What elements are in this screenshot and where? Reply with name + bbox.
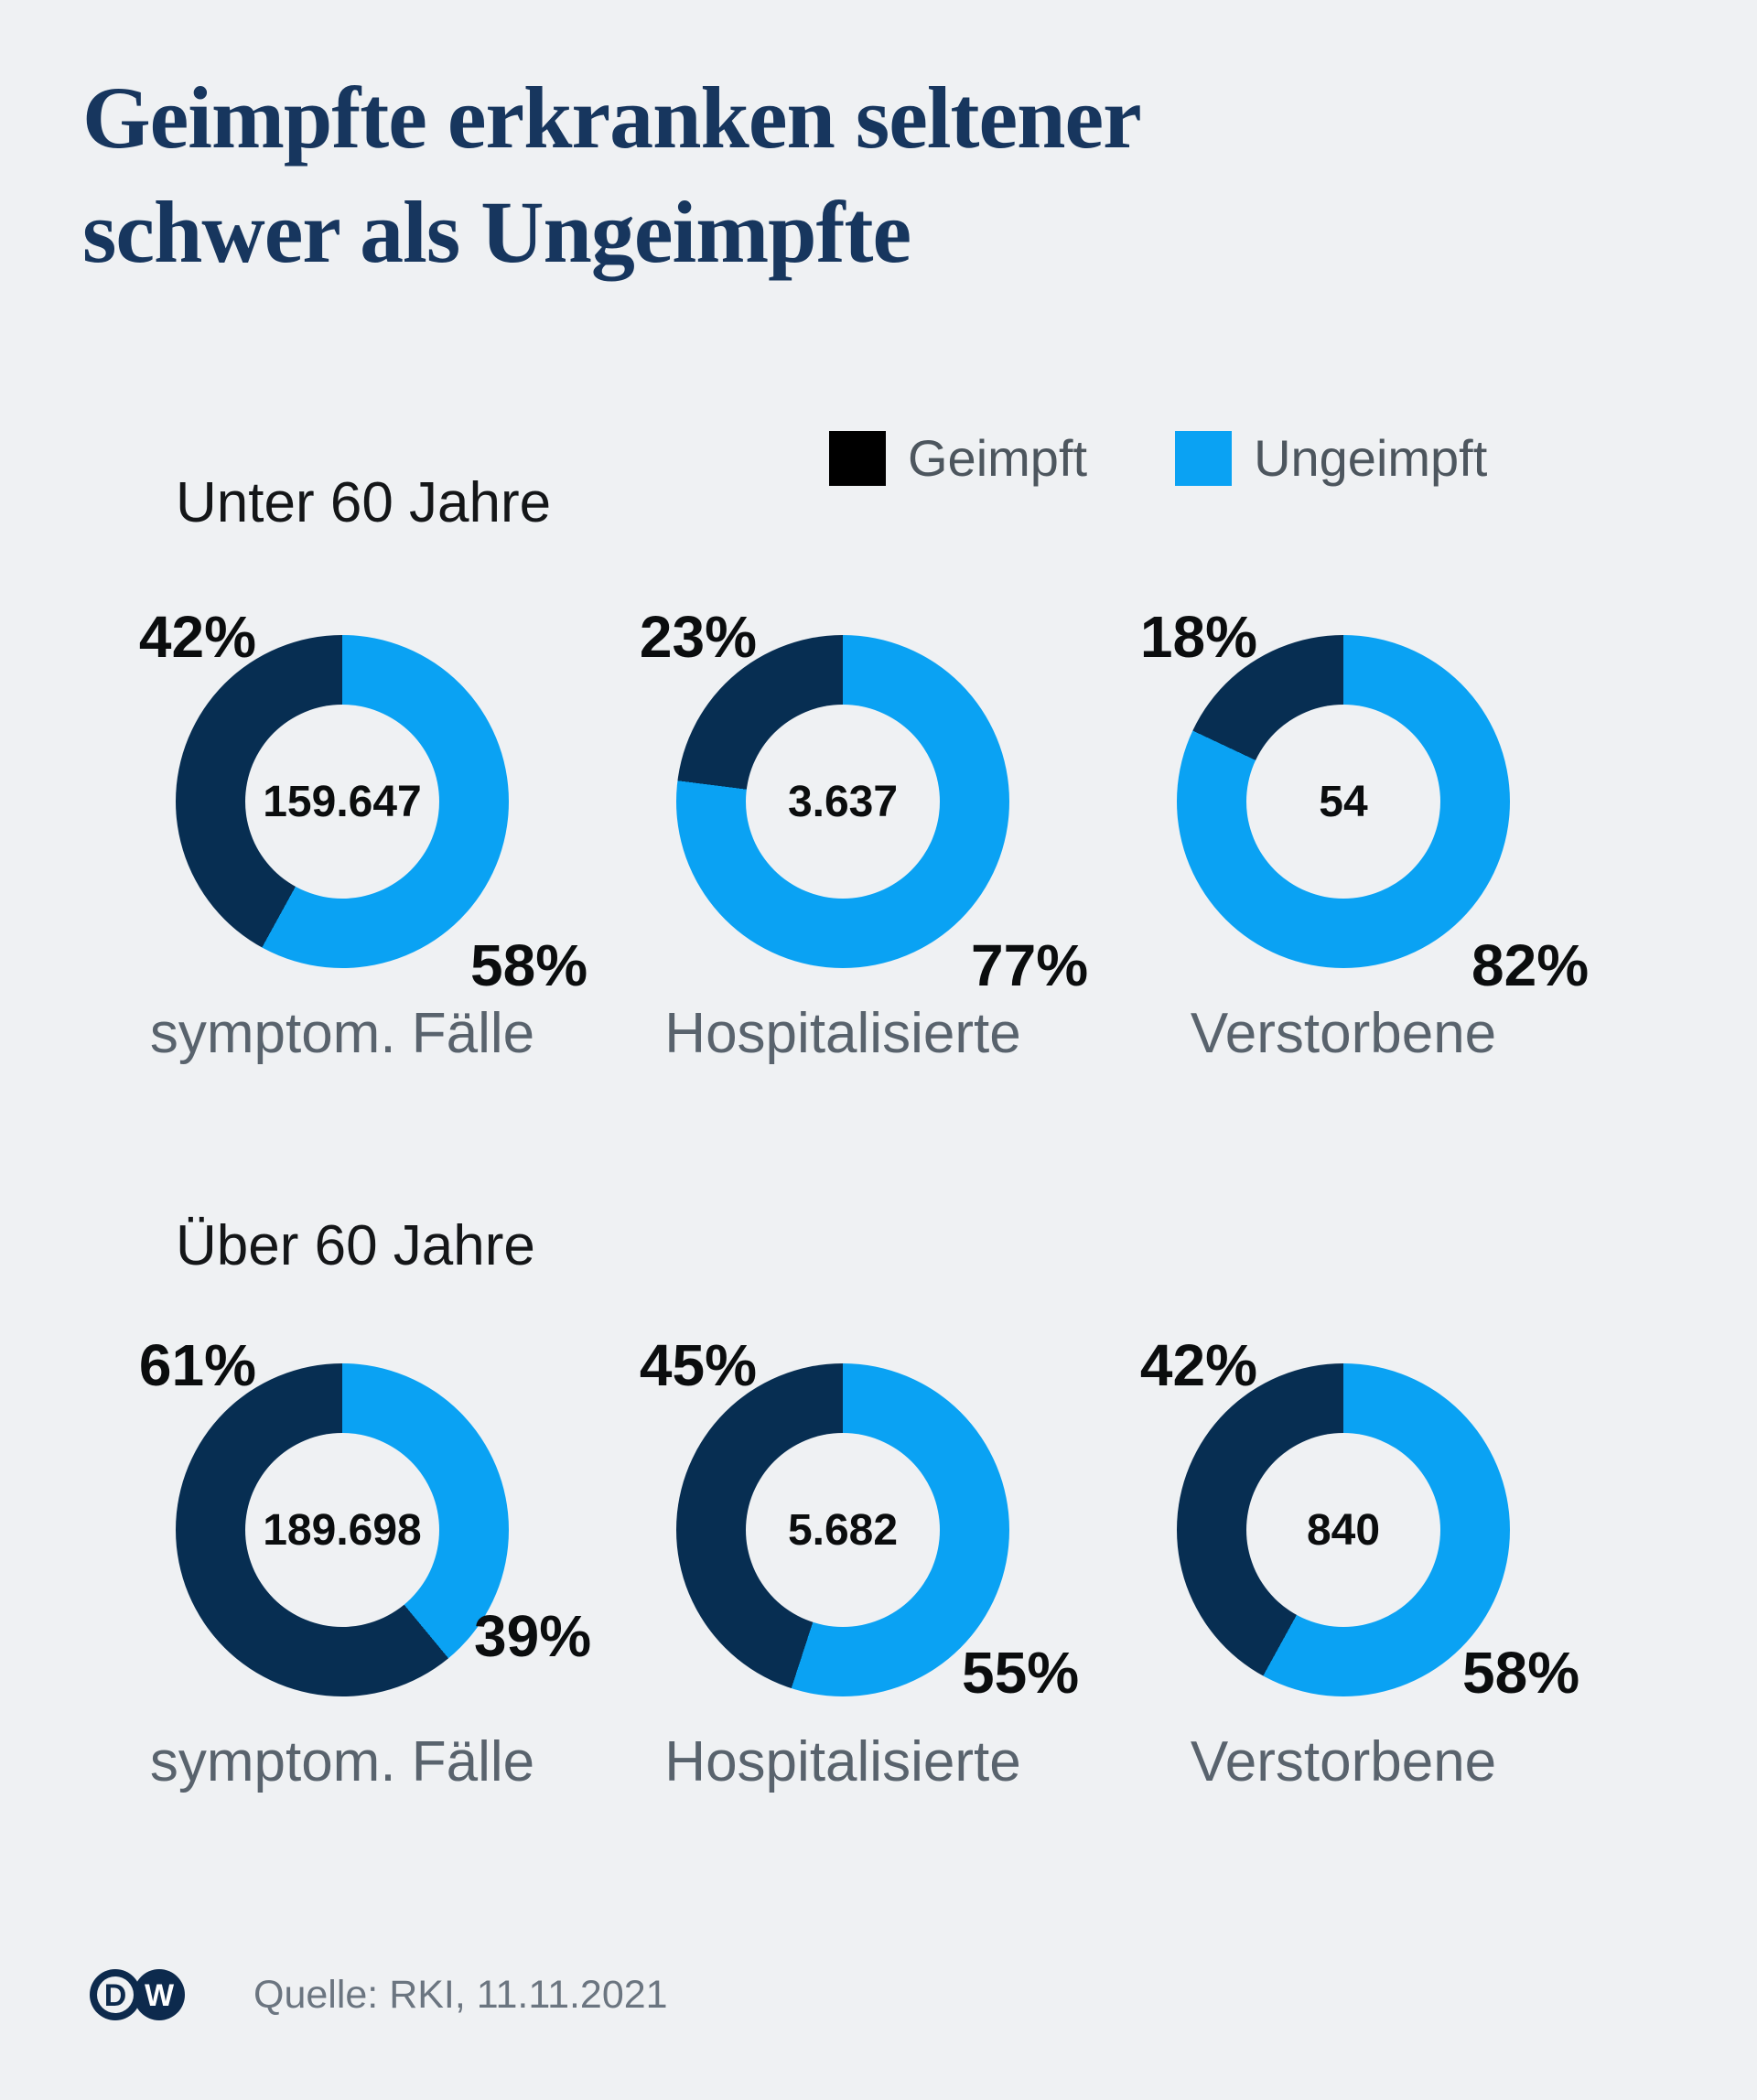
dw-logo-letter-w: W [145, 1978, 175, 2013]
legend: Geimpft Ungeimpft [829, 430, 1487, 487]
donut-hole [245, 1433, 439, 1627]
percent-label-ungeimpft: 77% [971, 932, 1089, 998]
dw-logo-letter-d: D [104, 1978, 127, 2013]
percent-label-ungeimpft: 58% [470, 932, 588, 998]
donut-ring [1177, 635, 1510, 968]
chart-category-label: symptom. Fälle [149, 1002, 535, 1065]
chart-category-label: Verstorbene [1190, 1002, 1497, 1065]
donut-hole [746, 1433, 940, 1627]
legend-swatch-geimpft [829, 431, 886, 486]
percent-label-geimpft: 42% [138, 604, 256, 670]
title-line2: schwer als Ungeimpfte [82, 183, 911, 281]
donut-ring [676, 1363, 1009, 1696]
donut-ueber60-verstorbene: 42% 840 58% Verstorbene [1140, 1336, 1579, 1791]
chart-category-label: Verstorbene [1190, 1730, 1497, 1793]
dw-logo-left-inner [97, 1976, 134, 2013]
percent-label-ungeimpft: 58% [1462, 1640, 1580, 1706]
donut-center-value: 840 [1306, 1505, 1381, 1555]
percent-label-ungeimpft: 82% [1471, 932, 1590, 998]
footer: W D Quelle: RKI, 11.11.2021 [89, 1965, 668, 2024]
donut-unter60-symptom-faelle: 42% 159.647 58% symptom. Fälle [139, 608, 587, 1062]
donut-unter60-verstorbene: 18% 54 82% Verstorbene [1140, 608, 1589, 1062]
donut-center-value: 3.637 [787, 777, 899, 826]
donut-hole [746, 705, 940, 899]
chart-category-label: Hospitalisierte [664, 1002, 1021, 1065]
donut-hole [1246, 705, 1440, 899]
dw-logo-right-circle [134, 1969, 185, 2020]
donut-center-value: 159.647 [263, 777, 422, 826]
group-title-ueber-60: Über 60 Jahre [176, 1214, 535, 1277]
percent-label-geimpft: 42% [1139, 1332, 1257, 1398]
chart-category-label: Hospitalisierte [664, 1730, 1021, 1793]
dw-logo: W D [90, 1969, 185, 2020]
donut-center-value: 5.682 [787, 1505, 899, 1555]
donut-ring [676, 635, 1009, 968]
percent-label-geimpft: 61% [138, 1332, 256, 1398]
donut-ring [1177, 1363, 1510, 1696]
legend-label-geimpft: Geimpft [908, 429, 1088, 487]
title-line1: Geimpfte erkranken seltener [82, 69, 1142, 167]
donut-ring [176, 1363, 509, 1696]
donut-ueber60-symptom-faelle: 61% 189.698 39% symptom. Fälle [139, 1336, 591, 1791]
group-title-unter-60: Unter 60 Jahre [176, 471, 552, 534]
percent-label-ungeimpft: 55% [962, 1640, 1080, 1706]
donut-center-value: 54 [1319, 777, 1368, 826]
percent-label-ungeimpft: 39% [474, 1603, 592, 1669]
page-title: Geimpfte erkranken seltener schwer als Un… [82, 60, 1142, 289]
donut-hole [1246, 1433, 1440, 1627]
percent-label-geimpft: 23% [639, 604, 757, 670]
chart-category-label: symptom. Fälle [149, 1730, 535, 1793]
source-text: Quelle: RKI, 11.11.2021 [253, 1972, 668, 2017]
legend-swatch-ungeimpft [1175, 431, 1233, 486]
legend-label-ungeimpft: Ungeimpft [1254, 429, 1488, 487]
donut-center-value: 189.698 [263, 1505, 422, 1555]
donut-unter60-hospitalisierte: 23% 3.637 77% Hospitalisierte [640, 608, 1088, 1062]
donut-ueber60-hospitalisierte: 45% 5.682 55% Hospitalisierte [640, 1336, 1079, 1791]
percent-label-geimpft: 45% [639, 1332, 757, 1398]
donut-hole [245, 705, 439, 899]
percent-label-geimpft: 18% [1139, 604, 1257, 670]
donut-ring [176, 635, 509, 968]
